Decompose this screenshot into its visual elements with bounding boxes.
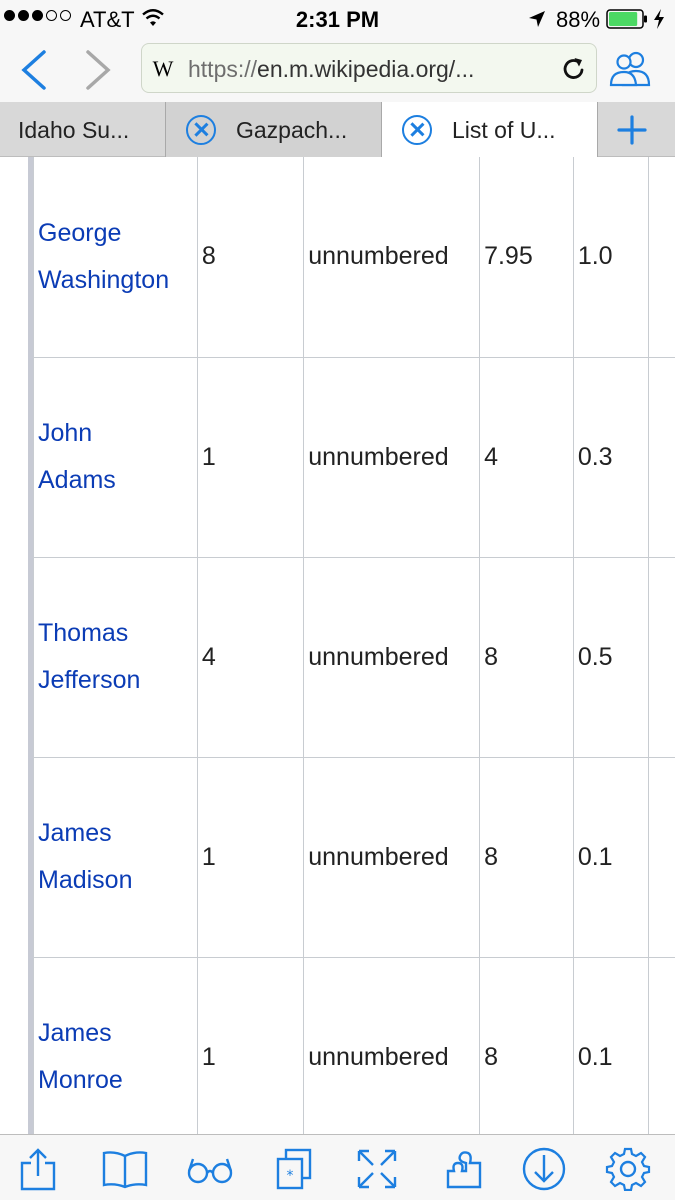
url-host: en.m.wikipedia.org/... (257, 56, 475, 82)
reader-glasses-icon[interactable] (186, 1147, 234, 1191)
url-scheme: https:// (188, 56, 258, 82)
name-link[interactable]: John Adams (33, 356, 198, 558)
table-cell: 1.0 (572, 157, 649, 358)
table-cell: 1 (196, 956, 305, 1134)
table-left-border (28, 157, 33, 1134)
download-icon[interactable] (520, 1147, 568, 1191)
tab-bar: Idaho Su... Gazpach... List of U... (0, 102, 675, 158)
tab-gazpacho[interactable]: Gazpach... (166, 102, 382, 157)
table-cell: 0.3 (572, 356, 649, 558)
wifi-icon (142, 9, 164, 26)
new-tab-plus-icon[interactable] (616, 114, 648, 146)
extensions-icon[interactable] (440, 1147, 488, 1191)
table-cell: 8 (479, 956, 574, 1134)
address-bar[interactable]: W https://en.m.wikipedia.org/... (141, 43, 597, 93)
name-link[interactable]: James Monroe (33, 956, 198, 1134)
table-row: John Adams 1 unnumbered 4 0.3 (33, 356, 675, 558)
table-cell: 4 (196, 556, 305, 758)
status-bar: AT&T 2:31 PM 88% (0, 0, 675, 40)
name-link[interactable]: George Washington (33, 157, 198, 358)
bottom-toolbar: * (0, 1134, 675, 1200)
bookmarks-icon[interactable] (101, 1147, 149, 1191)
name-link[interactable]: James Madison (33, 756, 198, 958)
close-tab-icon[interactable] (186, 115, 216, 145)
table-cell: 8 (479, 756, 574, 958)
table-cell: 0.5 (572, 556, 649, 758)
table-row: Thomas Jefferson 4 unnumbered 8 0.5 (33, 556, 675, 758)
wikipedia-site-icon: W (152, 56, 174, 81)
battery-percentage: 88% (556, 7, 601, 32)
table-cell: 4 (479, 356, 574, 558)
tab-label: Idaho Su... (18, 117, 130, 143)
forward-chevron-icon[interactable] (80, 48, 116, 92)
svg-text:*: * (287, 1168, 294, 1184)
table-cell: 1 (196, 756, 305, 958)
page-content: George Washington 8 unnumbered 7.95 1.0 J… (0, 157, 675, 1134)
clock: 2:31 PM (295, 7, 380, 32)
table-cell: 0.1 (572, 756, 649, 958)
tab-idaho[interactable]: Idaho Su... (0, 102, 166, 157)
table-cell: unnumbered (303, 956, 481, 1134)
reload-icon[interactable] (560, 55, 588, 83)
table-cell (647, 756, 675, 958)
table-cell (647, 356, 675, 558)
location-arrow-icon (529, 11, 545, 27)
carrier-name: AT&T (80, 7, 135, 32)
browser-nav-bar: W https://en.m.wikipedia.org/... (0, 40, 675, 102)
close-tab-icon[interactable] (402, 115, 432, 145)
table-cell: 8 (196, 157, 305, 358)
fullscreen-icon[interactable] (353, 1147, 401, 1191)
table-cell: 8 (479, 556, 574, 758)
share-icon[interactable] (14, 1147, 62, 1191)
table-row: George Washington 8 unnumbered 7.95 1.0 (33, 157, 675, 358)
table-row: James Madison 1 unnumbered 8 0.1 (33, 756, 675, 958)
table-cell (647, 956, 675, 1134)
tab-list-of-u[interactable]: List of U... (382, 102, 598, 158)
table-row: James Monroe 1 unnumbered 8 0.1 (33, 956, 675, 1134)
tab-label: Gazpach... (236, 117, 348, 143)
settings-gear-icon[interactable] (604, 1147, 652, 1192)
data-table: George Washington 8 unnumbered 7.95 1.0 J… (33, 157, 675, 1134)
table-cell: 0.1 (572, 956, 649, 1134)
table-cell: unnumbered (303, 356, 481, 558)
table-cell: unnumbered (303, 556, 481, 758)
url-text[interactable]: https://en.m.wikipedia.org/... (188, 56, 474, 83)
signal-strength-icon (4, 10, 71, 21)
tabs-icon[interactable]: * (270, 1147, 318, 1191)
back-chevron-icon[interactable] (16, 48, 52, 92)
table-cell: 7.95 (479, 157, 574, 358)
table-cell (647, 157, 675, 358)
table-cell: unnumbered (303, 157, 481, 358)
charging-bolt-icon (654, 9, 664, 29)
profiles-icon[interactable] (606, 49, 654, 89)
name-link[interactable]: Thomas Jefferson (33, 556, 198, 758)
table-cell (647, 556, 675, 758)
battery-icon (606, 9, 647, 29)
table-cell: unnumbered (303, 756, 481, 958)
tab-label: List of U... (452, 117, 556, 143)
table-cell: 1 (196, 356, 305, 558)
